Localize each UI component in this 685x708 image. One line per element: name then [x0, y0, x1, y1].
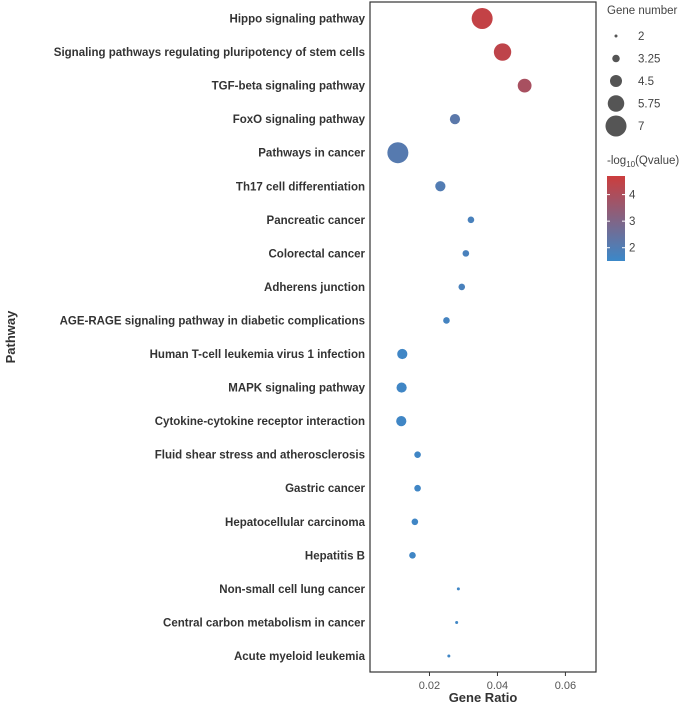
color-legend-title-prefix: -log: [607, 155, 626, 167]
category-label: Non-small cell lung cancer: [219, 584, 365, 596]
data-point: [396, 416, 407, 427]
data-point: [471, 8, 493, 29]
category-label: Human T-cell leukemia virus 1 infection: [150, 349, 365, 361]
size-legend-title: Gene number: [607, 5, 677, 17]
category-label: Signaling pathways regulating pluripoten…: [54, 47, 365, 59]
category-label: Cytokine-cytokine receptor interaction: [155, 416, 365, 428]
category-label: Hepatitis B: [305, 550, 365, 562]
data-point: [517, 78, 532, 93]
data-point: [493, 43, 512, 61]
colorbar-tick-label: 4: [629, 190, 636, 202]
category-label: MAPK signaling pathway: [228, 383, 365, 395]
data-points: [387, 8, 532, 658]
category-label: Central carbon metabolism in cancer: [163, 617, 365, 629]
size-legend-label: 2: [638, 31, 644, 43]
size-legend-dot: [605, 115, 627, 137]
colorbar-tick-label: 2: [629, 243, 635, 255]
category-label: TGF-beta signaling pathway: [212, 81, 366, 93]
x-tick-label: 0.02: [419, 680, 440, 692]
plot-area-frame: [369, 1, 597, 673]
data-point: [396, 382, 407, 393]
x-tick-label: 0.04: [487, 680, 508, 692]
category-label: Hippo signaling pathway: [230, 14, 366, 26]
category-label: FoxO signaling pathway: [233, 114, 366, 126]
x-axis-title: Gene Ratio: [449, 690, 518, 705]
data-point: [455, 620, 459, 624]
colorbar-ticks: 2 3 4: [607, 190, 636, 255]
data-point: [435, 181, 446, 192]
category-label: AGE-RAGE signaling pathway in diabetic c…: [60, 315, 365, 327]
y-axis-title: Pathway: [3, 310, 18, 364]
color-legend-title: -log10(Qvalue): [607, 155, 679, 169]
category-label: Th17 cell differentiation: [236, 181, 365, 193]
y-category-labels: Hippo signaling pathway Signaling pathway…: [54, 14, 366, 664]
category-label: Pancreatic cancer: [267, 215, 366, 227]
data-point: [467, 216, 475, 224]
data-point: [462, 250, 470, 257]
category-label: Adherens junction: [264, 282, 365, 294]
size-legend-dot: [614, 34, 618, 38]
data-point: [458, 283, 466, 291]
colorbar: [607, 176, 625, 261]
category-label: Hepatocellular carcinoma: [225, 517, 366, 529]
data-point: [397, 348, 408, 360]
data-point: [411, 518, 419, 526]
category-label: Pathways in cancer: [258, 148, 365, 160]
category-label: Colorectal cancer: [268, 248, 365, 260]
category-label: Acute myeloid leukemia: [234, 651, 366, 663]
data-point: [414, 484, 421, 492]
size-legend-label: 7: [638, 121, 644, 133]
size-legend-label: 5.75: [638, 99, 660, 111]
size-legend-items: 2 3.25 4.5 5.75 7: [605, 31, 660, 137]
colorbar-tick-label: 3: [629, 216, 635, 228]
data-point: [447, 654, 451, 658]
data-point: [443, 317, 450, 324]
category-label: Fluid shear stress and atherosclerosis: [155, 450, 365, 462]
data-point: [409, 552, 416, 559]
size-legend-label: 4.5: [638, 76, 654, 88]
x-axis: 0.02 0.04 0.06: [419, 672, 576, 692]
data-point: [414, 451, 421, 458]
x-tick-label: 0.06: [555, 680, 576, 692]
size-legend-dot: [610, 75, 622, 87]
data-point: [449, 114, 461, 125]
data-point: [387, 142, 409, 164]
color-legend-title-suffix: (Qvalue): [635, 155, 679, 167]
size-legend-label: 3.25: [638, 54, 660, 66]
color-legend-title-subscript: 10: [626, 160, 635, 169]
category-label: Gastric cancer: [285, 483, 365, 495]
data-point: [456, 587, 460, 591]
size-legend-dot: [612, 54, 620, 63]
legend: Gene number 2 3.25 4.5 5.75 7 -log10(Qvalue)…: [605, 5, 679, 261]
size-legend-dot: [607, 95, 625, 112]
